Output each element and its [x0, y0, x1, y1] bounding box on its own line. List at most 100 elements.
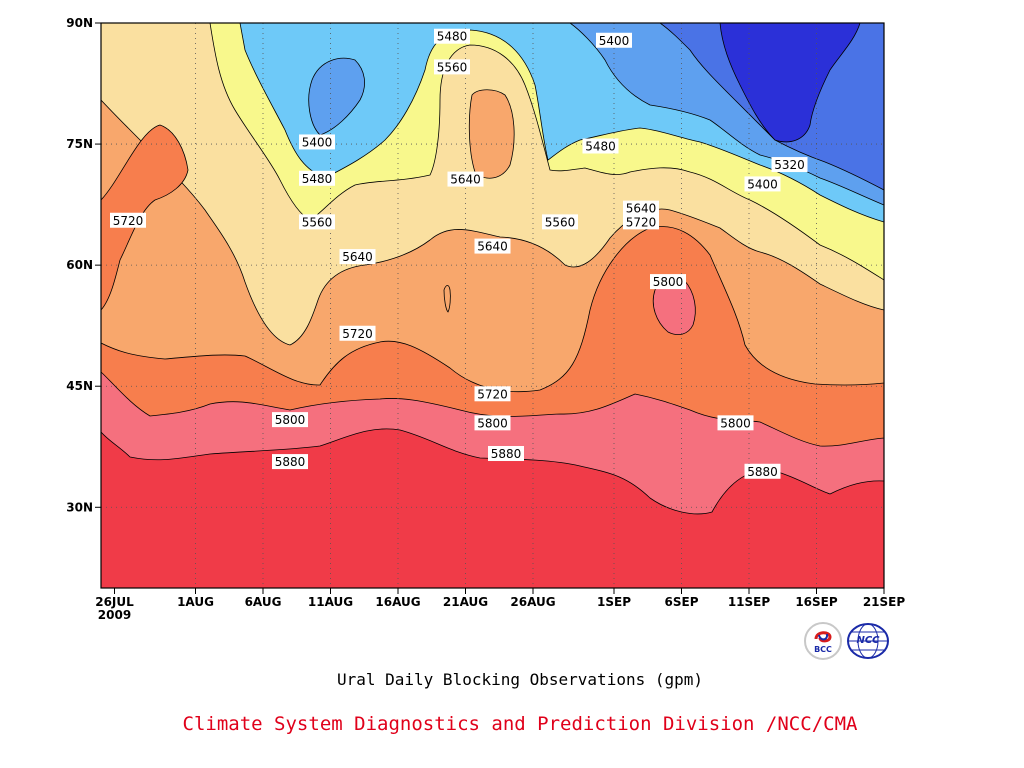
contour-label-box: [299, 214, 335, 230]
contour-label-text: 5880: [491, 447, 522, 461]
contour-label: 5400: [596, 32, 632, 48]
contour-label: 5640: [447, 171, 484, 187]
bcc-logo-text: BCC: [814, 645, 832, 654]
contour-label-box: [717, 415, 754, 431]
contour-label: 5480: [434, 28, 470, 44]
plot-frame: [100, 22, 885, 589]
x-tick-label: 26AUG: [510, 595, 555, 609]
contour-label-text: 5320: [774, 158, 805, 172]
contour-label-box: [582, 138, 619, 154]
contour-label-box: [474, 238, 511, 254]
contour-label: 5880: [488, 446, 524, 462]
x-tick-label: 21AUG: [443, 595, 488, 609]
contour-label-box: [434, 28, 470, 44]
contour-label: 5640: [623, 200, 659, 216]
contour-label: 5720: [110, 212, 146, 228]
contour-label: 5800: [650, 274, 686, 290]
contour-label-box: [299, 170, 335, 186]
contour-label-text: 5560: [437, 60, 468, 74]
contour-label-text: 5720: [477, 387, 508, 401]
contour-label-text: 5640: [450, 173, 481, 187]
fill-band-5720-island-west: [101, 124, 189, 311]
contour-label-box: [771, 157, 808, 173]
contour-label-box: [488, 446, 524, 462]
x-tick-label: 16AUG: [375, 595, 420, 609]
y-tick-label: 60N: [66, 258, 93, 272]
globe-icon: [847, 623, 889, 659]
contour-label: 5480: [299, 170, 335, 186]
x-tick-label: 1AUG: [177, 595, 214, 609]
contour-label: 5880: [744, 463, 781, 479]
contour-label: 5720: [339, 325, 376, 341]
contour-label-text: 5880: [747, 465, 778, 479]
fill-band-small-island: [443, 285, 451, 313]
y-tick-label: 90N: [66, 16, 93, 30]
contour-label-text: 5400: [747, 177, 778, 191]
x-tick-label: 21SEP: [863, 595, 906, 609]
y-axis: 30N 45N 60N 75N 90N: [66, 16, 101, 514]
contour-labels: 5480 5400 5560 5400 5480 5320 5480 5640 5400 5640…: [110, 28, 808, 479]
contour-label-box: [299, 134, 335, 150]
x-tick-label: 16SEP: [795, 595, 838, 609]
contour-label-text: 5400: [302, 135, 333, 149]
contour-label: 5560: [299, 214, 335, 230]
contour-label: 5560: [434, 59, 470, 74]
contour-label-box: [339, 325, 376, 341]
contour-label: 5720: [474, 386, 511, 402]
contour-label: 5880: [272, 454, 308, 470]
contour-label-box: [744, 463, 781, 479]
chart-title: Ural Daily Blocking Observations (gpm): [336, 670, 704, 689]
contour-label-text: 5720: [342, 327, 373, 341]
contour-label: 5320: [771, 157, 808, 173]
x-tick-label: 1SEP: [597, 595, 631, 609]
contour-label-text: 5640: [626, 202, 657, 216]
x-year-label: 2009: [98, 608, 131, 622]
contour-fill-group: [101, 23, 884, 588]
fill-band-5400-island: [308, 57, 365, 136]
fill-band-5640-island-north: [468, 89, 515, 179]
contour-label: 5800: [272, 412, 308, 428]
contour-label-box: [272, 412, 308, 428]
contour-label-text: 5560: [302, 215, 333, 229]
contour-label: 5640: [339, 249, 376, 265]
contour-label-box: [596, 32, 632, 48]
contour-label-text: 5880: [275, 455, 306, 469]
credit-line: Climate System Diagnostics and Predictio…: [182, 713, 858, 735]
contour-label-text: 5800: [653, 275, 684, 289]
contour-label-text: 5480: [302, 172, 333, 186]
grid-lines: [101, 23, 884, 588]
contour-label-box: [272, 454, 308, 470]
contour-label-box: [339, 249, 376, 265]
contour-label: 5720: [623, 214, 659, 230]
contour-label-box: [447, 171, 484, 187]
contour-label-text: 5720: [626, 215, 657, 229]
x-tick-label: 11SEP: [728, 595, 771, 609]
y-tick-label: 75N: [66, 137, 93, 151]
fill-band-deep-blue: [719, 23, 861, 143]
contour-label-box: [110, 212, 146, 228]
x-tick-label: 26JUL: [95, 595, 134, 609]
x-tick-label: 6SEP: [665, 595, 699, 609]
contour-label-box: [744, 176, 781, 192]
contour-label-text: 5560: [545, 215, 576, 229]
contour-label-box: [434, 59, 470, 75]
ncc-logo: NCC: [846, 622, 890, 660]
ncc-logo-text: NCC: [856, 635, 880, 646]
contour-label: 5400: [299, 134, 335, 150]
contour-label: 5800: [474, 415, 511, 431]
contour-label-text: 5640: [342, 250, 373, 264]
contour-label: 5400: [744, 176, 781, 192]
contour-label-text: 5400: [599, 34, 630, 48]
bcc-emblem-icon: [814, 631, 832, 643]
contour-label-box: [623, 200, 659, 216]
contour-label-box: [650, 274, 686, 290]
contour-label-text: 5480: [585, 139, 616, 153]
contour-label-text: 5640: [477, 240, 508, 254]
x-tick-label: 11AUG: [308, 595, 353, 609]
bcc-logo: BCC: [804, 622, 842, 660]
contour-label-box: [474, 386, 511, 402]
contour-label-text: 5480: [437, 30, 468, 44]
contour-label-box: [623, 214, 659, 230]
